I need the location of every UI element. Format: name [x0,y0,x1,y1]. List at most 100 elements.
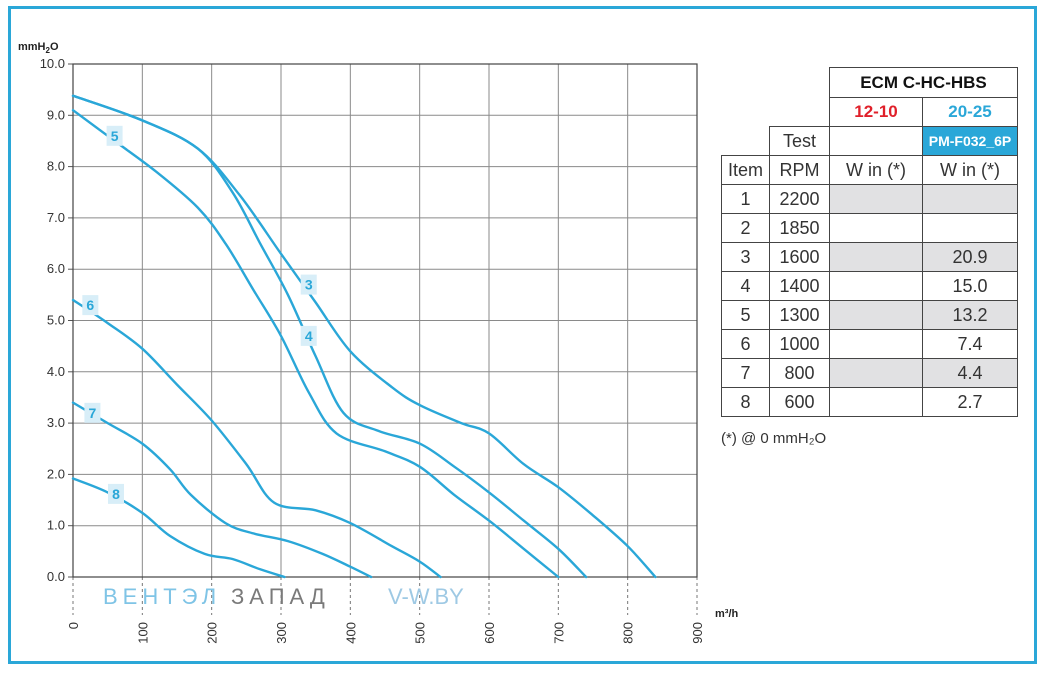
header-w-in-blue: W in (*) [922,155,1018,185]
blank-cell [830,127,923,156]
blank-cell [722,127,770,156]
cell-item: 5 [721,300,770,330]
curve-label-box-6 [82,295,99,316]
curve-4 [71,94,588,579]
cell-rpm: 600 [769,387,830,417]
cell-item: 8 [721,387,770,417]
cell-w-in-blue: 4.4 [922,358,1018,388]
curve-label-5: 5 [111,128,119,144]
curve-3 [71,94,657,579]
table-row: 6 1000 7.4 [721,329,1018,359]
curve-label-6: 6 [86,297,94,313]
watermark-part1: ВЕНТЭЛ [103,584,221,609]
table-row: 2 1850 [721,213,1018,243]
x-tick-label: 200 [205,622,220,644]
cell-w-in-blue: 13.2 [922,300,1018,330]
curve-8 [71,477,286,579]
test-label: Test [769,126,830,156]
x-tick-label: 700 [551,622,566,644]
blank-cell [770,68,830,98]
cell-w-in-red [829,358,923,388]
plot-border [72,63,698,578]
range-blue: 20-25 [922,97,1018,127]
cell-w-in-red [829,213,923,243]
y-tick-labels: 0.0 1.0 2.0 3.0 4.0 5.0 6.0 7.0 8.0 9.0 10.0 [40,56,65,584]
curve-5 [71,109,560,579]
y-tick-label: 4.0 [47,364,65,379]
x-tick-label: 600 [482,622,497,644]
curve-label-box-5 [106,125,123,146]
table-row: 7 800 4.4 [721,358,1018,388]
x-tick-label: 100 [135,622,150,644]
model-name: ECM C-HC-HBS [829,67,1018,98]
curve-label-7: 7 [89,405,97,421]
cell-rpm: 1850 [769,213,830,243]
y-tick-label: 7.0 [47,210,65,225]
cell-item: 7 [721,358,770,388]
x-tick-labels: 0 100 200 300 400 500 600 700 800 900 [66,622,705,644]
cell-w-in-red [829,387,923,417]
blank-cell [722,98,770,127]
cell-item: 1 [721,184,770,214]
curve-label-8: 8 [112,486,120,502]
footnote: (*) @ 0 mmH₂O [721,430,827,447]
y-tick-label: 10.0 [40,56,65,71]
y-axis-unit: mmH2O [18,41,59,55]
table-row: 3 1600 20.9 [721,242,1018,272]
y-tick-label: 0.0 [47,569,65,584]
x-tick-label: 400 [343,622,358,644]
watermark-site: V-W.BY [388,584,464,609]
cell-w-in-red [829,242,923,272]
x-tick-label: 500 [413,622,428,644]
cell-w-in-blue [922,213,1018,243]
x-tick-label: 900 [690,622,705,644]
curve-label-4: 4 [305,328,313,344]
header-item: Item [721,155,770,185]
cell-item: 3 [721,242,770,272]
model-code: PM-F032_6P [922,126,1018,156]
x-tick-label: 800 [621,622,636,644]
cell-item: 4 [721,271,770,301]
watermark-part2: ЗАПАД [231,584,330,609]
cell-rpm: 800 [769,358,830,388]
cell-item: 6 [721,329,770,359]
cell-rpm: 1600 [769,242,830,272]
curve-6 [71,298,442,579]
curve-label-box-3 [300,274,317,295]
watermark: ВЕНТЭЛ ЗАПАД V-W.BY [103,584,464,609]
blank-cell [722,68,770,98]
y-tick-label: 1.0 [47,518,65,533]
curve-7 [71,401,373,579]
curve-label-box-7 [84,402,101,423]
cell-w-in-red [829,300,923,330]
cell-rpm: 1000 [769,329,830,359]
cell-w-in-blue: 2.7 [922,387,1018,417]
cell-w-in-blue [922,184,1018,214]
cell-rpm: 1300 [769,300,830,330]
x-tick-label: 0 [66,622,81,629]
cell-w-in-red [829,329,923,359]
table-row: 1 2200 [721,184,1018,214]
curve-label-3: 3 [305,277,313,293]
curve-label-box-4 [300,325,317,346]
y-tick-label: 8.0 [47,159,65,174]
table-row: 5 1300 13.2 [721,300,1018,330]
cell-w-in-blue: 7.4 [922,329,1018,359]
table-row: 8 600 2.7 [721,387,1018,417]
cell-item: 2 [721,213,770,243]
cell-w-in-blue: 20.9 [922,242,1018,272]
curve-labels: 3 4 5 6 7 8 [82,125,317,504]
grid [68,63,698,615]
cell-w-in-red [829,271,923,301]
curves [71,94,657,579]
curve-label-box-8 [107,483,124,504]
spec-table: ECM C-HC-HBS 12-10 20-25 Test PM-F032_6P… [721,67,1018,417]
y-tick-label: 5.0 [47,313,65,328]
table-row: 4 1400 15.0 [721,271,1018,301]
x-axis-unit: m³/h [715,608,739,620]
cell-rpm: 1400 [769,271,830,301]
y-tick-label: 3.0 [47,415,65,430]
cell-rpm: 2200 [769,184,830,214]
cell-w-in-blue: 15.0 [922,271,1018,301]
